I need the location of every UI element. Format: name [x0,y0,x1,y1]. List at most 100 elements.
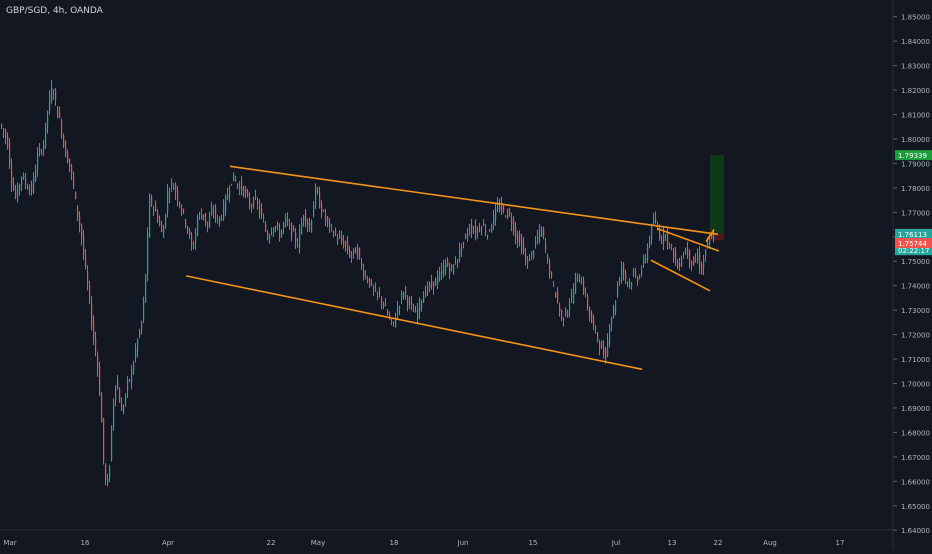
candle-body [671,245,673,247]
candle [383,301,385,310]
candle [567,309,569,318]
candle-body [45,122,47,147]
candle [197,214,199,237]
candle-body [205,213,207,223]
candle-body [157,212,159,221]
candle-body [159,219,161,225]
candle-body [21,177,23,185]
candle [11,158,13,193]
candle [267,229,269,241]
candle [271,227,273,236]
candle [625,269,627,284]
candle-body [405,286,407,295]
candle [671,244,673,251]
candle-body [289,224,291,226]
candle-body [615,300,617,312]
candle-body [617,285,619,297]
candle-body [293,227,295,232]
candle-body [23,175,25,179]
candle-body [531,251,533,255]
candle-body [361,262,363,267]
candle-body [669,243,671,245]
candle-body [485,230,487,235]
candle-body [237,183,239,186]
price-tick-label: 1.75000 [901,258,930,266]
candle [617,281,619,299]
candle [139,328,141,339]
price-axis[interactable]: 1.85000 1.84000 1.83000 1.82000 1.81000 1.800… [892,0,930,550]
price-tick-label: 1.70000 [901,380,930,388]
candle [165,213,167,230]
candle [587,293,589,311]
candle-body [381,296,383,304]
symbol-title: GBP/SGD, 4h, OANDA [6,6,103,16]
candle [353,248,355,259]
candle-body [223,203,225,220]
candle-body [619,279,621,283]
candle [661,235,663,245]
candle-body [433,281,435,288]
candle [499,198,501,213]
candle [475,219,477,241]
candle-body [19,184,21,190]
candle-body [1,124,3,128]
candle [441,262,443,280]
candle [207,221,209,233]
candle [73,171,75,190]
candle-body [51,86,53,102]
candle-body [533,250,535,258]
candle [313,201,315,218]
candle [647,243,649,263]
candle [205,212,207,227]
candle [69,158,71,173]
candle [245,185,247,199]
candle-body [33,175,35,191]
candle [581,276,583,285]
candle [423,291,425,303]
candle [135,343,137,363]
candle-body [621,267,623,277]
candle [31,180,33,196]
candle-body [117,381,119,389]
candle [179,201,181,209]
candle-body [589,306,591,317]
candle [611,316,613,332]
candle [327,216,329,228]
time-axis[interactable]: Mar 16 Apr 22 May 18 Jun 15 Jul 13 22 Aug 17 [0,529,893,547]
candle [359,247,361,260]
candle-body [89,285,91,298]
candle-body [171,182,173,186]
candle-body [283,223,285,229]
candle-body [609,326,611,344]
candle [703,254,705,276]
candle [673,247,675,263]
candle [639,274,641,280]
candle-body [601,341,603,349]
candle [181,204,183,216]
candle-body [505,216,507,218]
candle [459,242,461,263]
candle [665,234,667,241]
candle-body [591,312,593,323]
candle-body [537,236,539,241]
candle-body [285,216,287,223]
candle-body [87,271,89,284]
candle-body [179,202,181,206]
candle-body [679,263,681,268]
candle [149,193,151,238]
time-tick-label: 22 [267,539,276,547]
candle [525,248,527,266]
candle [167,184,169,218]
candle [5,128,7,145]
candle [105,463,107,486]
candle [243,185,245,198]
candle [365,270,367,280]
candle-body [677,262,679,270]
candle-body [385,305,387,307]
candle-body [387,310,389,315]
candle [431,274,433,290]
candle [25,172,27,190]
price-tick-label: 1.78000 [901,185,930,193]
